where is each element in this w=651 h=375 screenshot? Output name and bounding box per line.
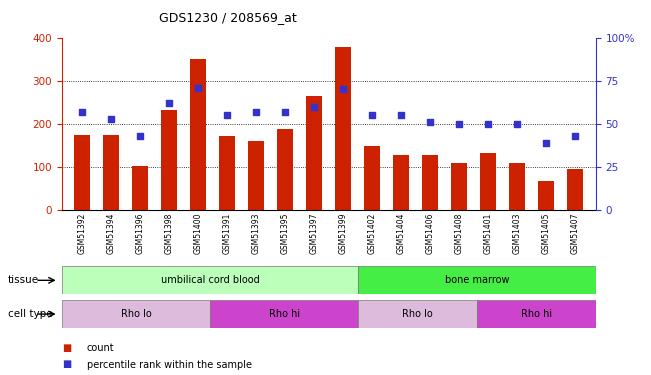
Bar — [62, 300, 210, 328]
Point — [309, 104, 320, 110]
Bar — [335, 47, 352, 210]
Point — [222, 112, 232, 118]
Bar — [480, 153, 496, 210]
Bar — [359, 300, 477, 328]
Text: GDS1230 / 208569_at: GDS1230 / 208569_at — [159, 11, 297, 24]
Bar — [509, 163, 525, 210]
Text: Rho hi: Rho hi — [521, 309, 552, 319]
Point — [454, 121, 465, 127]
Text: Rho lo: Rho lo — [402, 309, 433, 319]
Point — [106, 116, 117, 122]
Bar — [568, 169, 583, 210]
Bar — [365, 146, 380, 210]
Point — [251, 109, 262, 115]
Point — [570, 133, 581, 139]
Bar — [190, 59, 206, 210]
Bar — [538, 181, 554, 210]
Point — [425, 119, 436, 125]
Bar — [306, 96, 322, 210]
Point — [280, 109, 290, 115]
Text: Rho hi: Rho hi — [269, 309, 300, 319]
Point — [396, 112, 406, 118]
Text: cell type: cell type — [8, 309, 53, 319]
Bar — [359, 266, 596, 294]
Text: bone marrow: bone marrow — [445, 275, 509, 285]
Text: percentile rank within the sample: percentile rank within the sample — [87, 360, 251, 369]
Text: tissue: tissue — [8, 275, 39, 285]
Point — [77, 109, 87, 115]
Bar — [210, 300, 359, 328]
Point — [193, 84, 203, 90]
Point — [367, 112, 378, 118]
Text: ■: ■ — [62, 343, 71, 352]
Text: Rho lo: Rho lo — [120, 309, 152, 319]
Point — [135, 133, 145, 139]
Bar — [104, 135, 119, 210]
Point — [512, 121, 523, 127]
Bar — [161, 110, 177, 210]
Text: umbilical cord blood: umbilical cord blood — [161, 275, 260, 285]
Bar — [132, 166, 148, 210]
Text: count: count — [87, 343, 114, 352]
Bar — [248, 141, 264, 210]
Bar — [277, 129, 293, 210]
Bar — [393, 155, 409, 210]
Bar — [62, 266, 359, 294]
Point — [164, 100, 174, 106]
Bar — [74, 135, 90, 210]
Point — [541, 140, 551, 146]
Bar — [451, 163, 467, 210]
Bar — [422, 155, 438, 210]
Text: ■: ■ — [62, 360, 71, 369]
Point — [338, 86, 348, 92]
Bar — [477, 300, 596, 328]
Point — [483, 121, 493, 127]
Bar — [219, 136, 235, 210]
